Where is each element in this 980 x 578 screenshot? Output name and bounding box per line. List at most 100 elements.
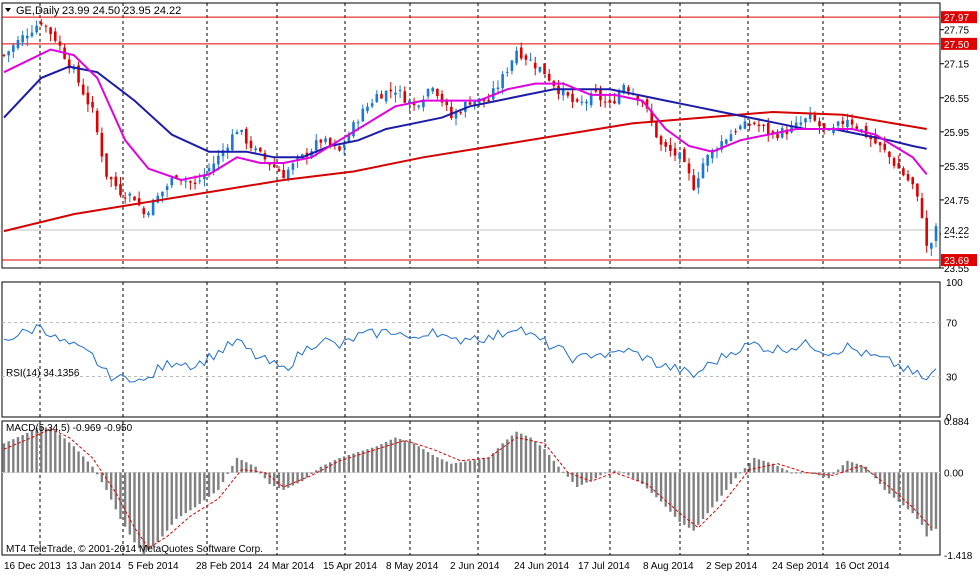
macd-histogram-bar xyxy=(426,452,430,473)
candle-body xyxy=(543,63,546,75)
macd-histogram-bar xyxy=(105,472,108,490)
macd-histogram-bar xyxy=(352,453,355,473)
candle-body xyxy=(850,119,854,125)
price-frame xyxy=(1,2,941,269)
price-level-tag xyxy=(941,37,977,50)
macd-histogram-bar xyxy=(380,444,383,473)
macd-histogram-bar xyxy=(445,461,448,473)
candle-body xyxy=(906,174,910,181)
date-axis-label: 5 Feb 2014 xyxy=(128,561,179,572)
candle-body xyxy=(692,175,695,190)
candle-body xyxy=(841,120,845,125)
candle-body xyxy=(706,154,709,166)
macd-histogram-bar xyxy=(585,472,588,483)
candle-body xyxy=(888,151,891,158)
candle-body xyxy=(277,169,281,172)
macd-histogram-bar xyxy=(631,472,635,479)
candle-body xyxy=(412,103,416,106)
macd-histogram-bar xyxy=(669,472,672,512)
macd-histogram-bar xyxy=(142,472,145,554)
macd-histogram-bar xyxy=(552,460,556,473)
macd-histogram-bar xyxy=(398,438,402,473)
candle-body xyxy=(738,125,742,130)
macd-histogram-bar xyxy=(301,472,304,482)
candle-body xyxy=(678,152,681,159)
macd-histogram-bar xyxy=(147,472,150,551)
macd-histogram-bar xyxy=(217,472,220,490)
macd-histogram-bar xyxy=(771,463,775,473)
macd-histogram-bar xyxy=(324,464,327,473)
macd-histogram-bar xyxy=(389,439,392,473)
candle-body xyxy=(431,87,435,92)
macd-histogram-bar xyxy=(417,446,420,473)
macd-axis-label: 0.00 xyxy=(944,468,964,479)
candle-body xyxy=(846,119,849,128)
candle-body xyxy=(198,180,202,182)
macd-histogram-bar xyxy=(347,454,351,473)
candle-body xyxy=(272,164,276,168)
candle-body xyxy=(16,39,20,49)
candle-body xyxy=(450,106,453,118)
axis-labels: 27.7527.1526.5525.9525.3524.7524.1523.55… xyxy=(4,11,977,572)
macd-histogram-bar xyxy=(627,472,630,476)
candle-body xyxy=(720,141,723,150)
date-axis-label: 28 Feb 2014 xyxy=(196,561,253,572)
candle-body xyxy=(114,176,118,187)
macd-histogram-bar xyxy=(687,472,691,528)
macd-histogram-bar xyxy=(361,450,365,473)
macd-histogram-bar xyxy=(408,441,411,473)
price-axis-label: 26.55 xyxy=(944,94,969,105)
candle-body xyxy=(259,147,262,152)
price-panel xyxy=(2,16,940,261)
candle-body xyxy=(566,92,570,96)
macd-histogram-bar xyxy=(832,472,835,474)
date-axis-label: 13 Jan 2014 xyxy=(66,561,121,572)
macd-histogram-bar xyxy=(329,462,332,473)
macd-histogram-bar xyxy=(930,472,933,531)
macd-histogram-bar xyxy=(16,437,20,473)
candle-body xyxy=(408,100,411,104)
macd-histogram-bar xyxy=(58,434,62,473)
candle-body xyxy=(39,22,43,25)
candle-body xyxy=(748,123,751,126)
candle-body xyxy=(324,138,327,142)
macd-histogram-bar xyxy=(888,472,891,494)
macd-histogram-bar xyxy=(813,472,817,474)
candle-body xyxy=(818,121,821,127)
candle-body xyxy=(603,101,607,103)
macd-histogram-bar xyxy=(911,472,914,514)
candle-body xyxy=(207,168,211,172)
price-level-label: 23.69 xyxy=(944,256,969,267)
macd-histogram-bar xyxy=(44,427,48,473)
candle-body xyxy=(538,66,542,72)
candle-body xyxy=(636,96,640,101)
macd-histogram-bar xyxy=(864,466,868,473)
macd-histogram-bar xyxy=(440,459,444,473)
macd-histogram-bar xyxy=(767,462,770,473)
macd-histogram-bar xyxy=(683,472,686,525)
triangle-down-icon[interactable] xyxy=(5,8,11,12)
candle-body xyxy=(342,144,346,148)
macd-histogram-bar xyxy=(599,472,602,476)
candle-body xyxy=(221,150,225,157)
current-price-tag xyxy=(941,223,977,236)
candle-body xyxy=(655,122,658,138)
candle-body xyxy=(855,126,859,129)
macd-histogram-bar xyxy=(492,453,495,473)
macd-histogram-bar xyxy=(119,472,122,520)
macd-histogram-bar xyxy=(63,438,66,473)
candle-body xyxy=(622,85,626,94)
candle-body xyxy=(95,110,99,133)
candle-body xyxy=(617,91,621,104)
date-axis-label: 2 Sep 2014 xyxy=(706,561,758,572)
candle-body xyxy=(193,182,197,185)
candle-body xyxy=(920,198,924,218)
candle-body xyxy=(794,122,798,127)
candle-body xyxy=(505,71,509,73)
macd-histogram-bar xyxy=(137,472,141,549)
candle-body xyxy=(245,128,248,144)
macd-histogram-bar xyxy=(617,471,621,473)
candle-body xyxy=(30,32,34,37)
